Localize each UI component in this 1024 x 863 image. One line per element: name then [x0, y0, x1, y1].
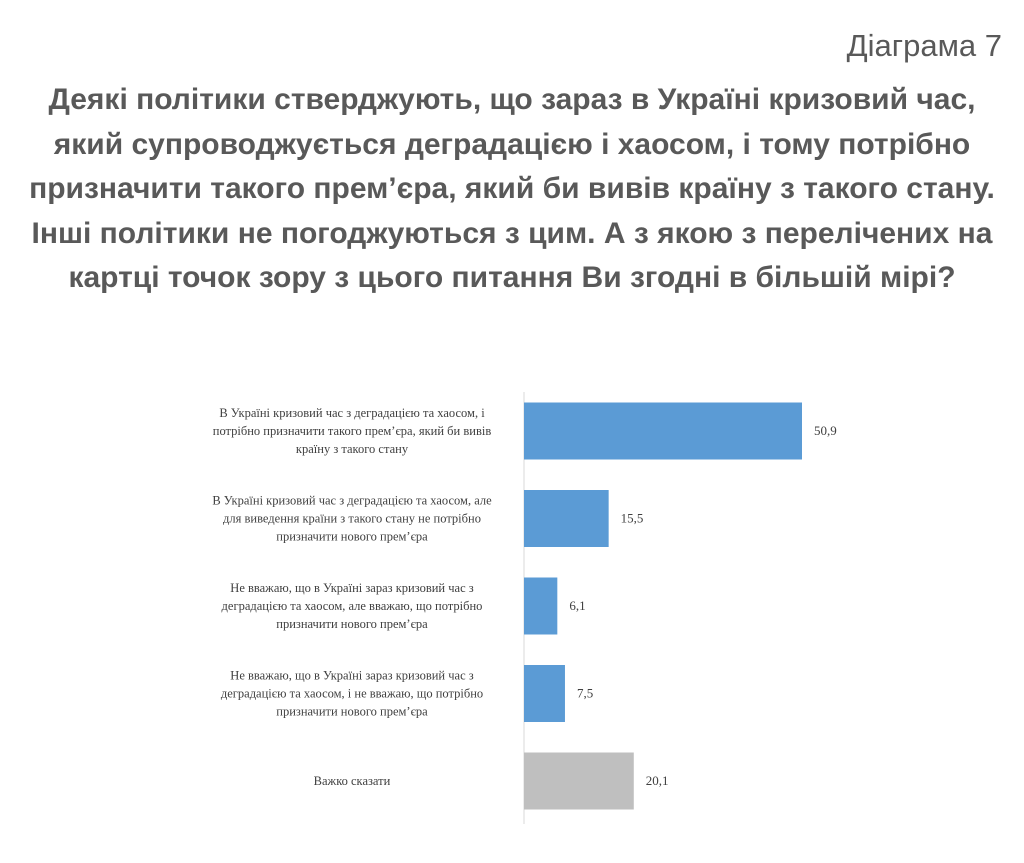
chart-title: Деякі політики стверджують, що зараз в У… — [29, 83, 995, 294]
data-label-1: 50,9 — [814, 423, 837, 438]
category-label-line: Не вважаю, що в Україні зараз кризовий ч… — [230, 581, 473, 595]
category-label-line: призначити нового прем’єра — [276, 617, 428, 631]
bar-3 — [524, 577, 558, 635]
category-label-line: деградацією та хаосом, але вважаю, що по… — [222, 599, 483, 613]
category-label-5: Важко сказати — [314, 774, 391, 788]
category-label-4: Не вважаю, що в Україні зараз кризовий ч… — [221, 669, 483, 719]
category-label-2: В Україні кризовий час з деградацією та … — [212, 494, 492, 544]
data-label-4: 7,5 — [577, 686, 593, 701]
category-label-line: потрібно призначити такого прем’єра, яки… — [213, 424, 492, 438]
category-label-line: Не вважаю, що в Україні зараз кризовий ч… — [230, 669, 473, 683]
category-label-line: В Україні кризовий час з деградацією та … — [219, 406, 485, 420]
category-label-1: В Україні кризовий час з деградацією та … — [213, 406, 492, 456]
category-label-line: для виведення країни з такого стану не п… — [223, 512, 481, 526]
data-label-3: 6,1 — [569, 598, 585, 613]
category-label-3: Не вважаю, що в Україні зараз кризовий ч… — [222, 581, 483, 631]
bar-1 — [524, 402, 802, 460]
category-label-line: В Україні кризовий час з деградацією та … — [212, 494, 492, 508]
bar-5 — [524, 752, 634, 810]
data-label-5: 20,1 — [646, 773, 669, 788]
bar-2 — [524, 490, 609, 547]
category-label-line: деградацією та хаосом, і не вважаю, що п… — [221, 687, 483, 701]
diagram-number: Діаграма 7 — [846, 28, 1002, 63]
category-label-line: країну з такого стану — [296, 442, 409, 456]
category-label-line: призначити нового прем’єра — [276, 705, 428, 719]
category-label-line: призначити нового прем’єра — [276, 530, 428, 544]
category-label-line: Важко сказати — [314, 774, 391, 788]
bar-4 — [524, 665, 565, 722]
data-label-2: 15,5 — [621, 511, 644, 526]
